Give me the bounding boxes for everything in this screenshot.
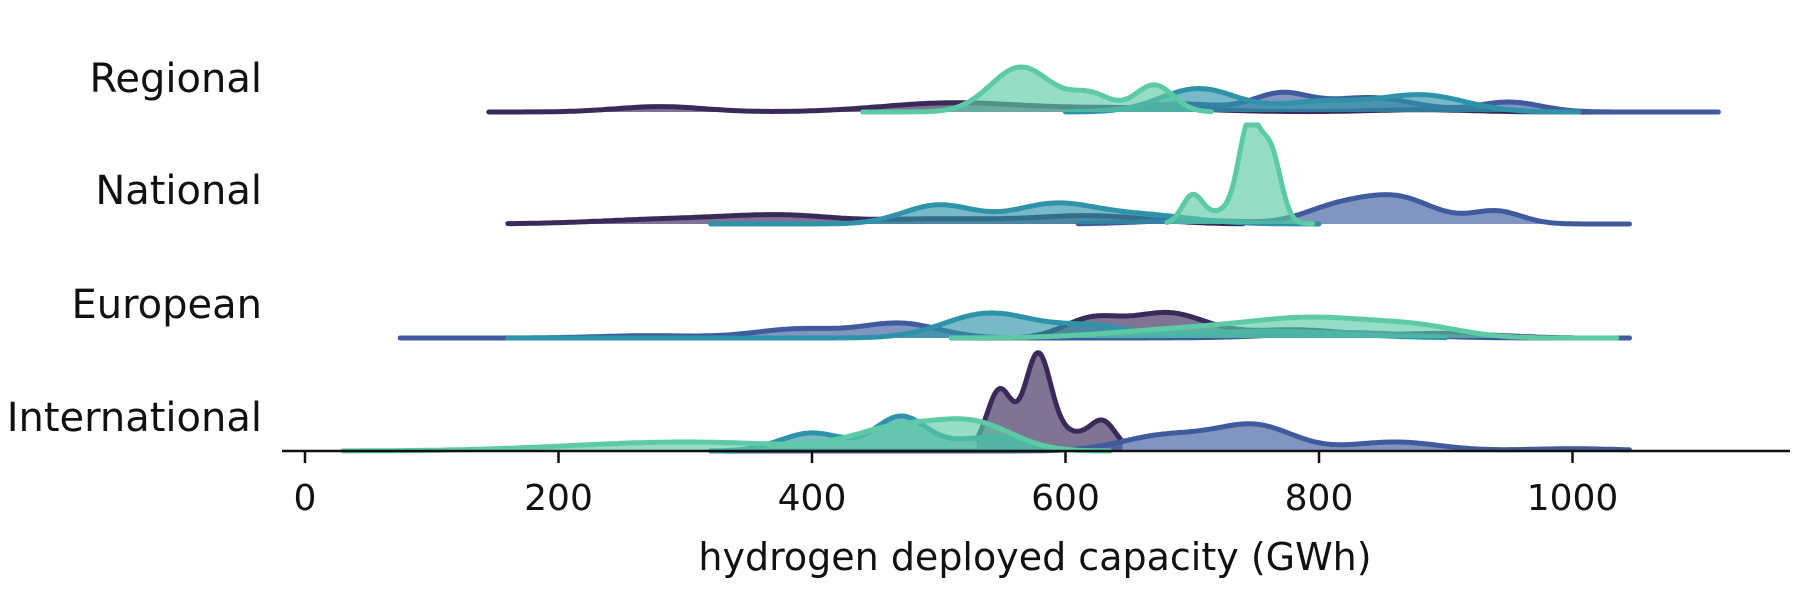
row-label: Regional	[89, 56, 262, 102]
ridge-area-national-1	[1078, 194, 1630, 224]
ridge-row-regional	[486, 64, 1721, 115]
ridge-area-european-2	[507, 312, 1446, 338]
ridge-row-national	[505, 122, 1632, 227]
ridge-area-national-2	[710, 202, 1319, 224]
ridge-row-international	[340, 350, 1632, 454]
ridge-line-european-3	[948, 314, 1620, 341]
ridge-row-european	[397, 309, 1632, 341]
x-tick-label: 0	[294, 478, 317, 519]
x-axis-ticks: 0 200 400 600 800 1000	[294, 451, 1619, 519]
ridge-area-international-0	[976, 352, 1123, 451]
x-tick-label: 800	[1285, 478, 1354, 519]
row-label: International	[7, 395, 262, 441]
row-label: European	[71, 282, 262, 328]
ridge-line-regional-3	[860, 64, 1214, 115]
ridge-area-international-3	[343, 418, 1110, 451]
row-label: National	[95, 168, 262, 214]
x-tick-label: 1000	[1527, 478, 1619, 519]
x-axis-title: hydrogen deployed capacity (GWh)	[698, 535, 1371, 579]
ridge-line-international-0	[974, 350, 1125, 444]
ridge-area-national-3	[1166, 125, 1313, 224]
ridges	[340, 64, 1721, 454]
x-tick-label: 600	[1031, 478, 1100, 519]
ridge-line-national-3	[1164, 122, 1316, 227]
ridge-line-international-3	[340, 416, 1113, 454]
ridge-area-regional-2	[1065, 88, 1579, 112]
row-labels: Regional National European International	[7, 56, 262, 441]
x-tick-label: 200	[524, 478, 593, 519]
x-tick-label: 400	[778, 478, 847, 519]
